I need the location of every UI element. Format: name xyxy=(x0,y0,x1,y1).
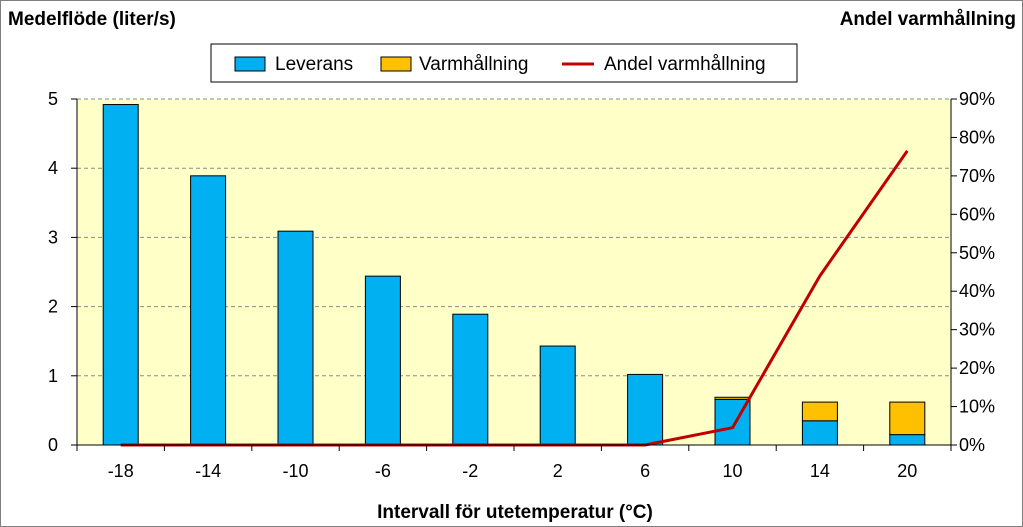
legend: Leverans Varmhållning Andel varmhållning xyxy=(210,43,798,83)
y-tick-label: 2 xyxy=(48,297,58,317)
x-tick-label: 6 xyxy=(640,461,650,481)
legend-label-andel: Andel varmhållning xyxy=(604,54,766,75)
bar-leverans xyxy=(801,420,838,446)
x-tick-label: -18 xyxy=(108,461,134,481)
y2-tick-label: 10% xyxy=(959,397,995,417)
bar-leverans xyxy=(889,434,926,446)
x-tick-label: 14 xyxy=(810,461,830,481)
x-tick-label: 20 xyxy=(897,461,917,481)
y2-tick-label: 90% xyxy=(959,89,995,109)
y2-tick-label: 50% xyxy=(959,243,995,263)
y2-tick-label: 0% xyxy=(959,435,985,455)
y-tick-label: 1 xyxy=(48,366,58,386)
bar-leverans xyxy=(277,230,314,446)
legend-label-leverans: Leverans xyxy=(275,54,353,75)
y-tick-label: 0 xyxy=(48,435,58,455)
x-tick-label: -6 xyxy=(375,461,391,481)
bars xyxy=(102,104,926,446)
x-axis-title: Intervall för utetemperatur (°C) xyxy=(377,502,653,523)
y2-tick-label: 70% xyxy=(959,166,995,186)
bar-varmhållning xyxy=(889,401,926,436)
bar-leverans xyxy=(102,104,139,446)
bar-leverans xyxy=(627,373,664,446)
grid xyxy=(77,98,951,377)
y-axis-title: Medelflöde (liter/s) xyxy=(8,9,176,30)
bar-varmhållning xyxy=(801,401,838,422)
x-tick-label: 2 xyxy=(553,461,563,481)
legend-swatch-leverans xyxy=(234,56,266,72)
y-tick-label: 3 xyxy=(48,227,58,247)
y2-tick-label: 60% xyxy=(959,204,995,224)
y-tick-label: 5 xyxy=(48,89,58,109)
legend-swatch-varmhallning xyxy=(380,56,412,72)
y2-axis-title: Andel varmhållning xyxy=(840,9,1016,30)
y2-tick-label: 80% xyxy=(959,127,995,147)
x-tick-label: 10 xyxy=(722,461,742,481)
bar-leverans xyxy=(190,175,227,446)
x-tick-label: -14 xyxy=(195,461,221,481)
y2-tick-label: 30% xyxy=(959,320,995,340)
y-tick-label: 4 xyxy=(48,158,58,178)
x-tick-label: -2 xyxy=(462,461,478,481)
bar-leverans xyxy=(452,313,489,446)
bar-varmhållning xyxy=(714,396,751,400)
bar-leverans xyxy=(539,345,576,446)
y2-tick-label: 20% xyxy=(959,358,995,378)
y2-tick-label: 40% xyxy=(959,281,995,301)
legend-label-varmhallning: Varmhållning xyxy=(419,54,528,75)
legend-box xyxy=(210,43,798,83)
bar-leverans xyxy=(364,275,401,446)
x-tick-label: -10 xyxy=(282,461,308,481)
